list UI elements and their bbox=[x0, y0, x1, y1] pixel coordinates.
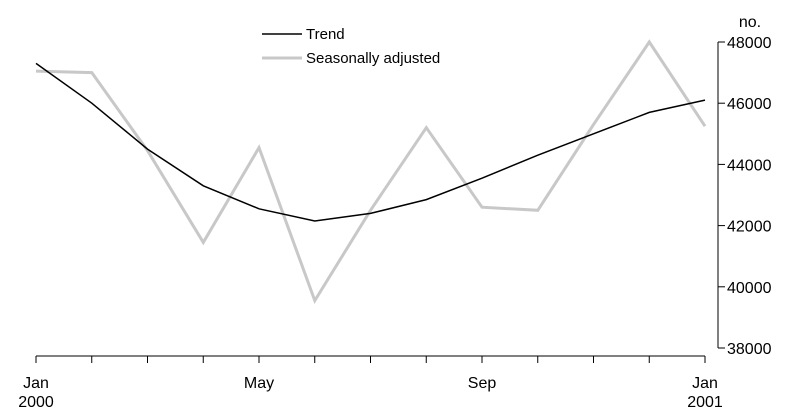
y-tick-label: 42000 bbox=[727, 219, 772, 236]
y-tick-label: 40000 bbox=[727, 280, 772, 297]
series-layer bbox=[35, 39, 707, 305]
legend-label: Seasonally adjusted bbox=[306, 50, 440, 67]
series-line-seasonally-adjusted bbox=[35, 39, 707, 305]
legend: Trend Seasonally adjusted bbox=[262, 26, 440, 67]
x-tick-year-label: 2000 bbox=[18, 394, 54, 409]
x-tick-label: Jan bbox=[23, 375, 49, 392]
y-unit-label: no. bbox=[739, 14, 761, 31]
y-tick-label: 46000 bbox=[727, 96, 772, 113]
x-tick-label: Jan bbox=[692, 375, 718, 392]
x-tick-label: May bbox=[244, 375, 274, 392]
x-tick-year-label: 2001 bbox=[687, 394, 723, 409]
y-tick-label: 48000 bbox=[727, 35, 772, 52]
legend-label: Trend bbox=[306, 26, 345, 43]
x-tick-label: Sep bbox=[468, 375, 497, 392]
y-tick-label: 44000 bbox=[727, 157, 772, 174]
axes: Jan 2000 May Sep Jan 2001 38000 40000 42000 44000… bbox=[18, 14, 771, 409]
series-line-trend bbox=[35, 62, 706, 222]
y-tick-label: 38000 bbox=[727, 341, 772, 358]
